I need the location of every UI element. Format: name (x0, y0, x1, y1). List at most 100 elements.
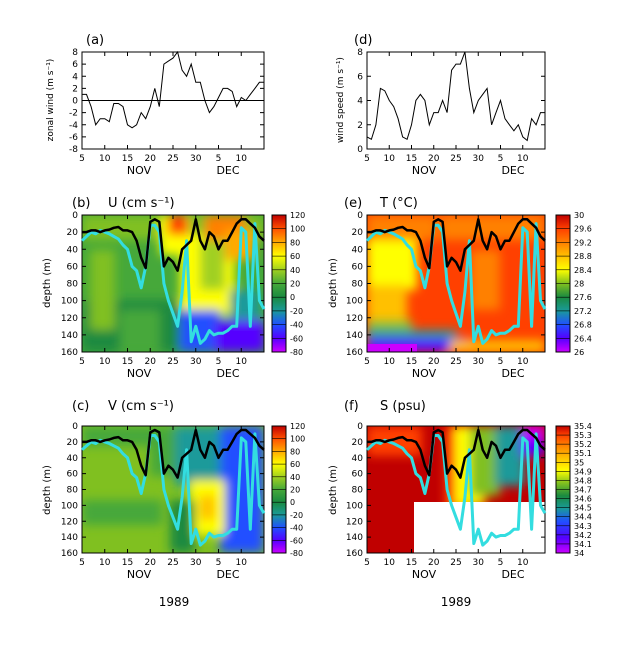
colorbar-label: 60 (290, 252, 300, 261)
panel-e-label: (e) (344, 196, 362, 211)
x-tick-label: 20 (428, 357, 440, 367)
colorbar-label: 35.3 (574, 431, 592, 440)
depth-tick-label: 100 (61, 501, 78, 511)
depth-tick-label: 100 (346, 501, 363, 511)
x-tick-label: 5 (216, 357, 222, 367)
colorbar-label: 27.2 (574, 307, 592, 316)
x-tick-label: 5 (79, 558, 85, 568)
colorbar-label: 120 (290, 211, 305, 220)
panel-e-yticks: 0 20 40 60 80 100 120 140 160 (346, 211, 545, 358)
panel-b-title: U (cm s⁻¹) (108, 196, 175, 211)
colorbar-label: 34.8 (574, 476, 592, 485)
mld-line (367, 218, 546, 272)
depth-tick-label: 160 (61, 348, 78, 358)
depth-tick-label: 20 (67, 438, 79, 448)
colorbar-label: -20 (290, 307, 303, 316)
panel-e: (e) T (°C) 0 20 40 60 80 100 120 140 160 5 10 15 20… (328, 196, 592, 380)
colorbar-label: -60 (290, 536, 303, 545)
depth-tick-label: 120 (346, 314, 363, 324)
x-tick-label: 20 (145, 154, 157, 164)
panel-d-frame (366, 51, 546, 150)
x-tick-label: 20 (428, 154, 440, 164)
colorbar-label: 34.2 (574, 531, 592, 540)
panel-f-title: S (psu) (380, 399, 426, 414)
depth-tick-label: 120 (346, 517, 363, 527)
colorbar-label: -60 (290, 334, 303, 343)
x-tick-label: 15 (122, 154, 133, 164)
panel-e-title: T (°C) (379, 196, 418, 211)
depth-lines (80, 218, 547, 547)
colorbar-label: 100 (290, 435, 305, 444)
x-tick-label: 10 (99, 154, 111, 164)
y-tick-label: 4 (72, 72, 78, 82)
depth-tick-label: 60 (352, 470, 364, 480)
colorbar-label: 34.4 (574, 513, 592, 522)
y-tick-label: 8 (72, 48, 78, 58)
depth-tick-label: 80 (352, 280, 364, 290)
x-tick-label: 10 (99, 357, 111, 367)
x-tick-label: 10 (236, 558, 248, 568)
x-tick-label: 25 (450, 154, 461, 164)
colorbar-label: 80 (290, 447, 300, 456)
depth-tick-label: 120 (61, 517, 78, 527)
depth-tick-label: 40 (67, 245, 79, 255)
panel-d-xticks: 5 10 15 20 25 30 5 10 (364, 52, 529, 164)
x-tick-label: 10 (517, 154, 529, 164)
x-tick-label: 25 (167, 558, 178, 568)
colorbar-label: 35 (574, 458, 584, 467)
x-tick-label: 30 (473, 154, 485, 164)
panel-a-month-nov: NOV (127, 164, 152, 177)
colorbar-label: 80 (290, 238, 300, 247)
x-tick-label: 15 (406, 357, 417, 367)
panel-c-year: 1989 (159, 595, 190, 609)
colorbar-label: 34.7 (574, 486, 592, 495)
panel-a-month-dec: DEC (216, 164, 239, 177)
x-tick-label: 25 (167, 357, 178, 367)
colorbar-label: 40 (290, 473, 300, 482)
colorbar-label: 40 (290, 266, 300, 275)
colorbar-label: 29.6 (574, 225, 592, 234)
panel-f-year: 1989 (441, 595, 472, 609)
panel-b-label: (b) (72, 196, 90, 211)
depth-tick-label: 20 (67, 228, 79, 238)
panel-b-month-dec: DEC (216, 367, 239, 380)
depth-tick-label: 40 (67, 454, 79, 464)
x-tick-label: 5 (364, 558, 370, 568)
colorbar-label: 100 (290, 225, 305, 234)
colorbar-label: 34.5 (574, 504, 592, 513)
x-tick-label: 10 (384, 154, 396, 164)
panel-b-ylabel: depth (m) (42, 258, 53, 308)
depth-tick-label: 0 (72, 211, 78, 221)
y-tick-label: -2 (69, 109, 78, 119)
panel-a-ylabel: zonal wind (m s⁻¹) (46, 59, 56, 142)
ild-line (365, 222, 547, 345)
colorbar-label: 26.8 (574, 321, 592, 330)
panel-b-yticks: 0 20 40 60 80 100 120 140 160 (61, 211, 264, 358)
y-tick-label: 8 (357, 48, 363, 58)
ild-line (81, 432, 266, 547)
x-tick-label: 25 (450, 558, 461, 568)
x-tick-label: 30 (190, 558, 202, 568)
colorbar-v: 120 100 80 60 40 20 0 -20 -40 -60 -80 (271, 422, 305, 558)
colorbar-label: 120 (290, 422, 305, 431)
colorbar-label: 60 (290, 460, 300, 469)
missing-data-region (414, 502, 545, 553)
panel-d-label: (d) (354, 33, 372, 48)
x-tick-label: 10 (236, 357, 248, 367)
panel-f-ylabel: depth (m) (328, 465, 339, 515)
x-tick-label: 5 (498, 154, 504, 164)
colorbar-label: 35.1 (574, 449, 592, 458)
x-tick-label: 10 (99, 558, 111, 568)
depth-tick-label: 0 (357, 422, 363, 432)
zonal-wind-line (82, 50, 264, 129)
panel-b-month-nov: NOV (127, 367, 152, 380)
depth-tick-label: 140 (346, 533, 363, 543)
panel-b-xticks: 5 10 15 20 25 30 5 10 (79, 215, 247, 367)
colorbar-label: 28.8 (574, 252, 592, 261)
y-tick-label: -6 (69, 133, 78, 143)
x-tick-label: 5 (364, 357, 370, 367)
depth-tick-label: 60 (67, 470, 79, 480)
panel-c-title: V (cm s⁻¹) (108, 399, 174, 414)
colorbar-label: 26.4 (574, 334, 592, 343)
